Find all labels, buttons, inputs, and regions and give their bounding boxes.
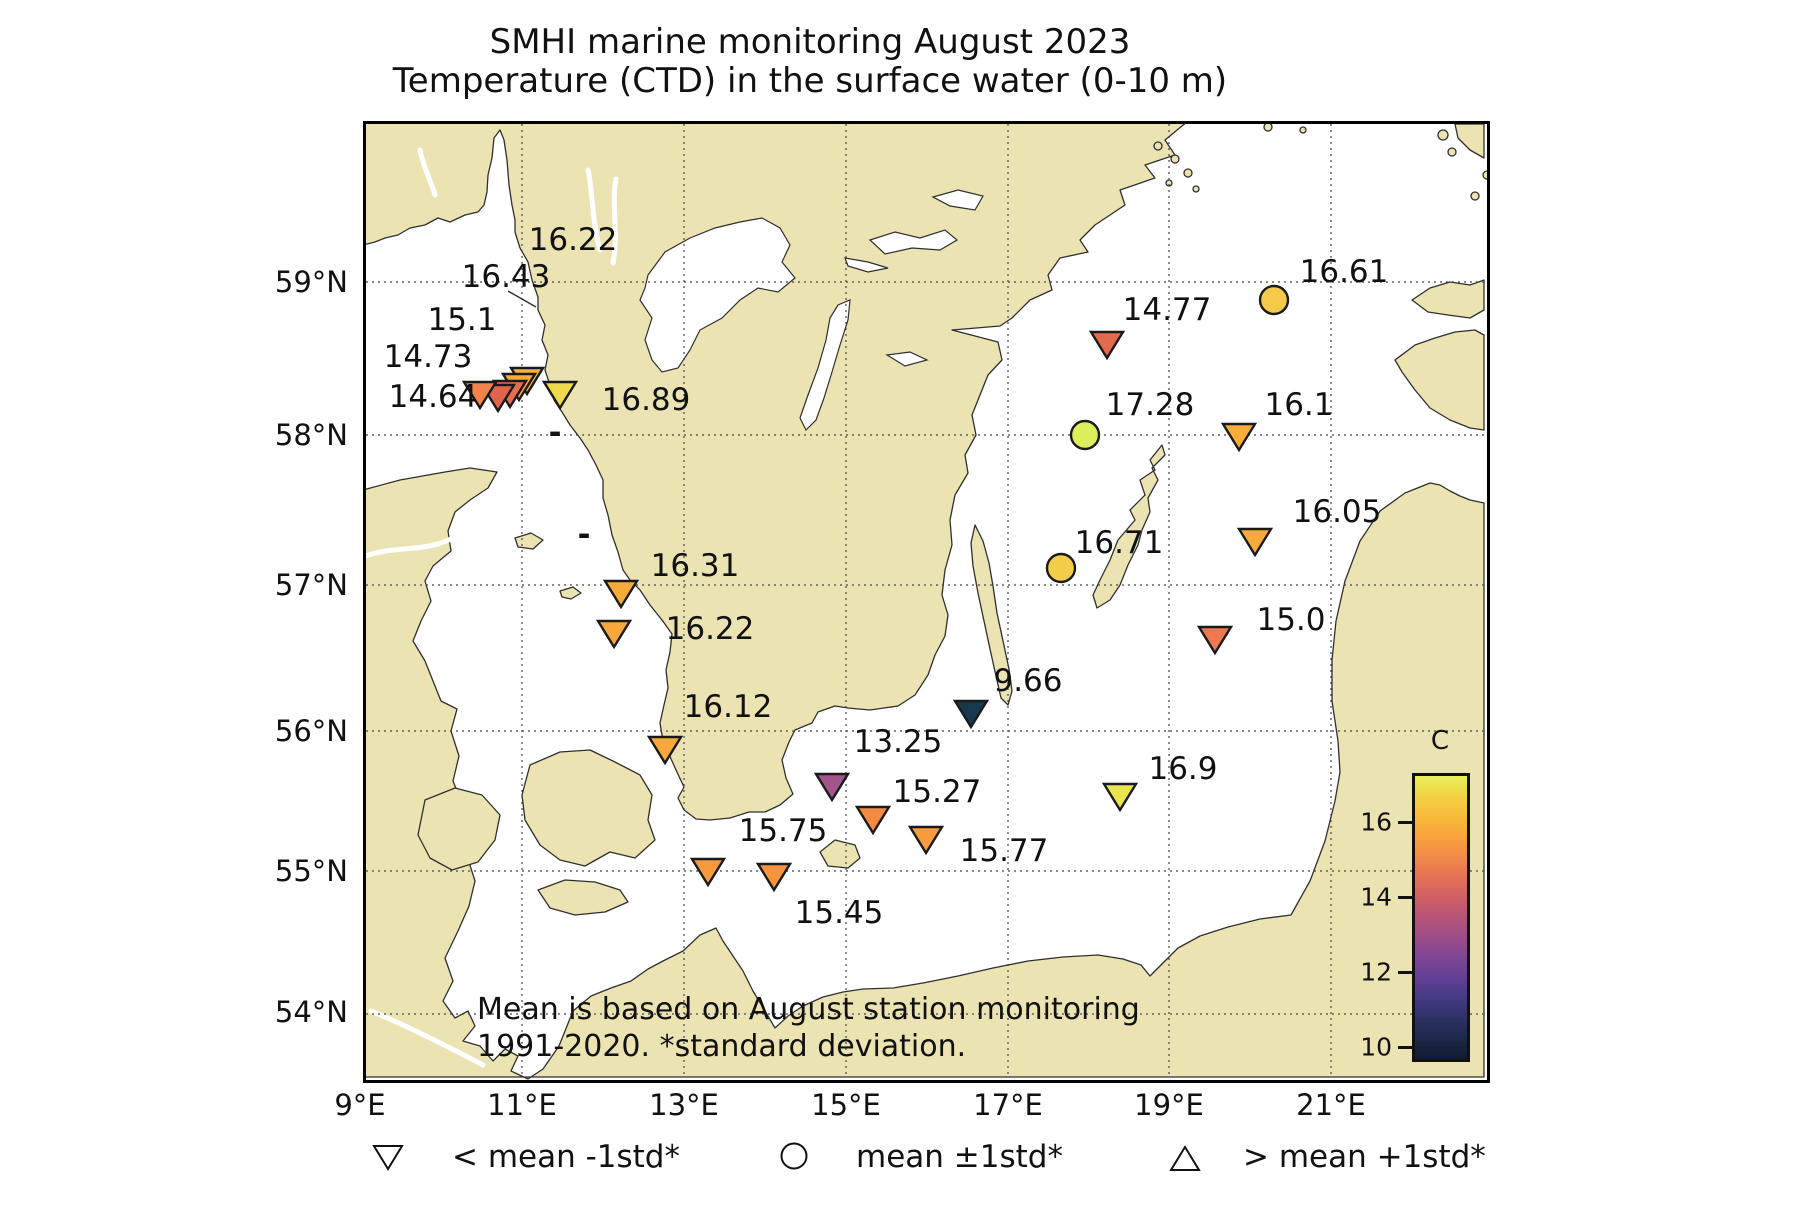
y-axis-tick-label: 56°N	[274, 714, 348, 748]
x-axis-tick-label: 17°E	[973, 1088, 1043, 1122]
island-aland	[1454, 124, 1485, 159]
station-value-label: 14.64	[388, 379, 478, 415]
legend-label-within: mean ±1std*	[856, 1139, 1063, 1175]
y-axis-tick-label: 54°N	[274, 995, 348, 1029]
island-lolland	[537, 879, 629, 916]
station-value-label: 16.71	[1074, 525, 1164, 561]
colorbar-tick-label: 12	[1360, 957, 1392, 987]
station-value-label: 16.31	[650, 548, 740, 584]
map-geography-svg	[366, 124, 1487, 1080]
footer-line1: Mean is based on August station monitori…	[477, 992, 1140, 1027]
lake-hjalmaren	[844, 257, 889, 273]
x-axis-tick-label: 13°E	[649, 1088, 719, 1122]
station-value-label: 16.22	[528, 222, 618, 258]
island-oland	[970, 524, 1013, 706]
station-value-label: 13.25	[853, 724, 943, 760]
x-axis-tick-label: 9°E	[334, 1088, 386, 1122]
station-value-label: 14.73	[383, 339, 473, 375]
x-axis-tick-label: 11°E	[487, 1088, 557, 1122]
y-axis-tick-label: 57°N	[274, 568, 348, 602]
colorbar-tick-label: 14	[1360, 882, 1392, 912]
lake-vanern	[639, 217, 796, 373]
station-value-label: 16.9	[1148, 751, 1218, 787]
x-axis-tick-label: 15°E	[811, 1088, 881, 1122]
station-value-label: 16.05	[1292, 494, 1382, 530]
station-value-label: 9.66	[993, 663, 1063, 699]
baltic-sea-map	[363, 121, 1490, 1083]
colorbar-tick-mark	[1398, 1046, 1412, 1049]
footer-note: Mean is based on August station monitori…	[477, 991, 1140, 1065]
island-saaremaa	[1394, 329, 1485, 431]
graticule	[366, 124, 1484, 1077]
land-south-baltic	[366, 467, 1485, 1080]
archipelago-islets	[1153, 124, 1487, 201]
colorbar-title: C	[1430, 726, 1450, 756]
colorbar-tick-label: 16	[1360, 807, 1392, 837]
station-value-label: 17.28	[1105, 387, 1195, 423]
island-laeso	[514, 532, 544, 550]
y-axis-tick-label: 58°N	[274, 418, 348, 452]
no-data-dash: -	[577, 517, 591, 553]
station-value-label: 16.22	[665, 611, 755, 647]
station-value-label: 16.12	[683, 689, 773, 725]
island-bornholm	[819, 839, 861, 869]
y-axis-tick-label: 59°N	[274, 265, 348, 299]
station-value-label: 15.0	[1256, 602, 1326, 638]
island-hiiumaa	[1411, 279, 1485, 319]
station-value-label: 15.77	[959, 833, 1049, 869]
station-value-label: 15.27	[892, 774, 982, 810]
colorbar-tick-mark	[1398, 896, 1412, 899]
station-value-label: 16.89	[601, 382, 691, 418]
island-gotland	[1092, 444, 1166, 609]
lake-malaren-west	[868, 229, 959, 255]
station-value-label: 14.77	[1122, 292, 1212, 328]
water-channels	[366, 147, 619, 1068]
station-value-label: 15.75	[738, 813, 828, 849]
station-value-label: 16.1	[1264, 387, 1334, 423]
legend-label-above: > mean +1std*	[1243, 1139, 1486, 1175]
legend-circle-icon	[776, 1139, 812, 1177]
footer-line2: 1991-2020. *standard deviation.	[477, 1029, 967, 1064]
figure-title-line2: Temperature (CTD) in the surface water (…	[392, 61, 1228, 101]
station-value-label: 15.1	[427, 302, 497, 338]
colorbar	[1412, 773, 1470, 1062]
annotation-leader-line	[507, 290, 537, 308]
x-axis-tick-label: 19°E	[1134, 1088, 1204, 1122]
station-value-label: 16.43	[461, 259, 551, 295]
colorbar-tick-label: 10	[1360, 1032, 1392, 1062]
legend-triangle-up-icon	[1167, 1142, 1203, 1180]
colorbar-tick-mark	[1398, 971, 1412, 974]
y-axis-tick-label: 55°N	[274, 854, 348, 888]
lake-vattern	[799, 299, 851, 432]
island-zealand	[521, 749, 656, 867]
lake-small	[885, 351, 929, 367]
colorbar-tick-mark	[1398, 821, 1412, 824]
lake-malaren-east	[931, 189, 984, 211]
station-value-label: 15.45	[794, 895, 884, 931]
station-value-label: 16.61	[1299, 254, 1389, 290]
legend-label-below: < mean -1std*	[452, 1139, 680, 1175]
legend-triangle-down-icon	[370, 1139, 406, 1177]
island-funen	[417, 787, 501, 871]
figure-title-line1: SMHI marine monitoring August 2023	[489, 22, 1131, 62]
no-data-dash: -	[548, 415, 562, 451]
x-axis-tick-label: 21°E	[1296, 1088, 1366, 1122]
island-anholt	[559, 586, 582, 600]
